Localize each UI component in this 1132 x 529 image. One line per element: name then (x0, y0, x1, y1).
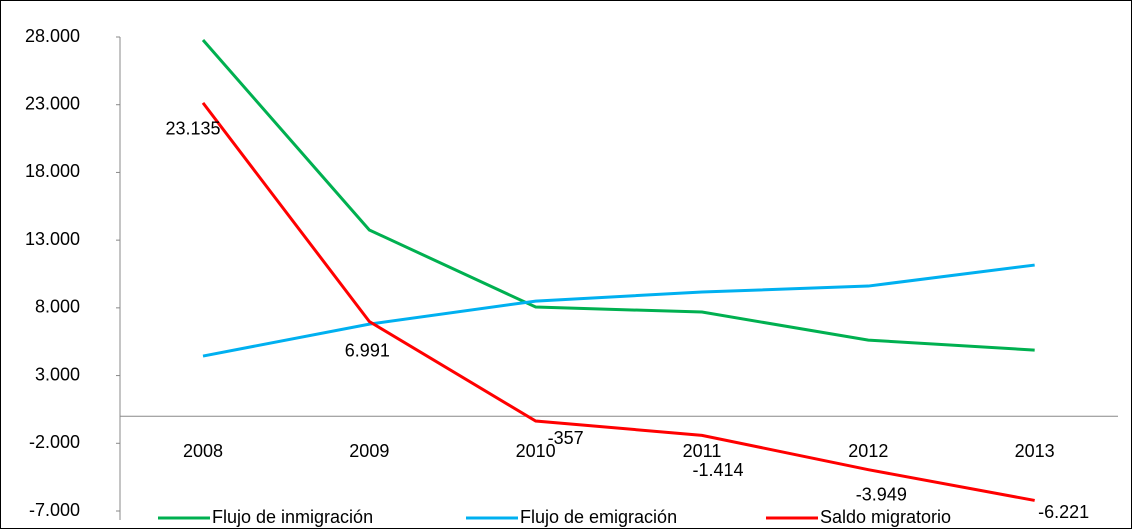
series-line (201, 38, 1035, 352)
y-tick-label: 3.000 (35, 364, 80, 384)
data-label: 6.991 (345, 340, 390, 360)
data-label: -1.414 (692, 460, 743, 480)
x-tick-label: 2011 (683, 441, 722, 461)
x-tick-label: 2010 (516, 441, 556, 461)
legend-label: Flujo de inmigración (212, 507, 373, 527)
y-tick-label: 28.000 (25, 26, 80, 46)
x-tick-label: 2012 (848, 441, 888, 461)
y-tick-label: 8.000 (35, 297, 80, 317)
x-tick-label: 2008 (183, 441, 223, 461)
y-tick-label: 18.000 (25, 161, 80, 181)
y-tick-label: 13.000 (25, 229, 80, 249)
data-label: -3.949 (856, 484, 907, 504)
y-tick-label: -2.000 (29, 432, 80, 452)
y-tick-label: 23.000 (25, 93, 80, 113)
legend-label: Saldo migratorio (820, 507, 951, 527)
y-tick-label: -7.000 (29, 500, 80, 520)
x-tick-label: 2009 (349, 441, 389, 461)
series-line (201, 101, 1035, 502)
legend-label: Flujo de emigración (520, 507, 677, 527)
data-label: 23.135 (165, 119, 220, 139)
x-tick-label: 2013 (1015, 441, 1055, 461)
data-label: -357 (548, 428, 584, 448)
series-line (202, 263, 1035, 358)
data-label: -6.221 (1038, 502, 1089, 522)
